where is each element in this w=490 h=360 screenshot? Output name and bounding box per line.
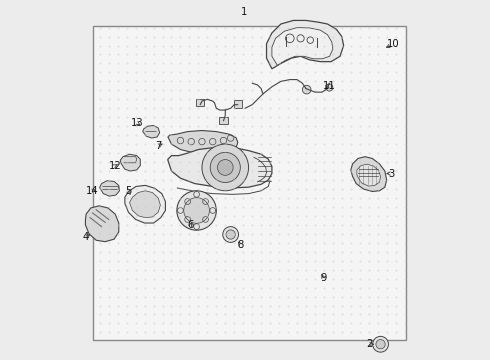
Text: 8: 8	[238, 240, 244, 250]
Polygon shape	[129, 191, 160, 218]
Circle shape	[177, 191, 216, 230]
Polygon shape	[357, 164, 381, 186]
Circle shape	[373, 336, 389, 352]
Circle shape	[210, 152, 240, 183]
Polygon shape	[143, 126, 160, 138]
Bar	[219, 117, 228, 125]
Text: 12: 12	[109, 161, 122, 171]
Text: 4: 4	[83, 232, 89, 242]
Polygon shape	[100, 181, 120, 196]
Text: 7: 7	[155, 141, 161, 151]
Circle shape	[226, 230, 235, 239]
Text: 5: 5	[125, 186, 132, 197]
Circle shape	[218, 159, 233, 175]
Text: 13: 13	[130, 118, 143, 128]
Circle shape	[376, 339, 385, 349]
Polygon shape	[351, 157, 387, 192]
Text: 1: 1	[241, 7, 247, 17]
Polygon shape	[125, 185, 166, 223]
Circle shape	[326, 84, 333, 91]
Bar	[234, 100, 242, 108]
Polygon shape	[168, 148, 272, 188]
Bar	[93, 26, 406, 339]
Text: 3: 3	[388, 168, 394, 179]
Text: 6: 6	[187, 220, 194, 230]
Text: 11: 11	[323, 81, 336, 91]
Text: 9: 9	[320, 273, 326, 283]
Text: 14: 14	[86, 186, 98, 196]
Bar	[196, 99, 204, 107]
Circle shape	[184, 198, 209, 223]
Circle shape	[202, 144, 248, 191]
Polygon shape	[85, 206, 119, 242]
Polygon shape	[267, 21, 343, 69]
Polygon shape	[272, 28, 333, 65]
Polygon shape	[168, 131, 238, 154]
Polygon shape	[120, 154, 140, 171]
Text: 10: 10	[387, 40, 399, 49]
Circle shape	[223, 226, 239, 242]
Circle shape	[302, 85, 311, 94]
Text: 2: 2	[367, 339, 373, 349]
